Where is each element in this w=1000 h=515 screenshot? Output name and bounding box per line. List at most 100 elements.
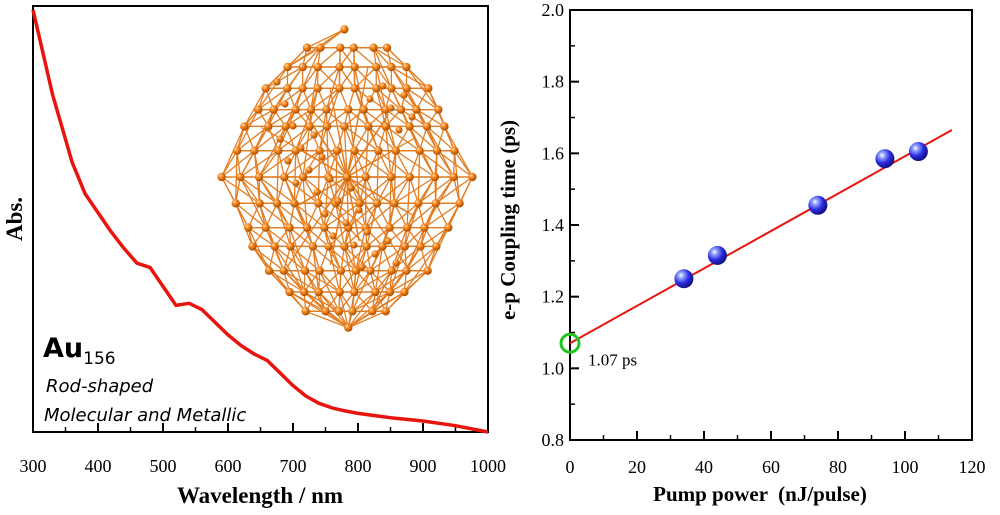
cluster-bond (327, 150, 338, 178)
cluster-bond (424, 202, 460, 229)
cluster-atom (372, 199, 382, 208)
cluster-atom (402, 266, 411, 275)
cluster-bond (369, 270, 391, 293)
cluster-bond (295, 87, 319, 111)
annotation-line2: Molecular and Metallic (44, 405, 246, 426)
cluster-bond (416, 109, 445, 127)
cluster-bond (236, 125, 269, 152)
cluster-bond (405, 245, 437, 272)
cluster-atom (455, 199, 464, 208)
cluster-bond (258, 150, 279, 178)
cluster-atom (405, 172, 414, 182)
right-x-tick-label: 100 (892, 457, 919, 477)
cluster-atom (402, 84, 411, 93)
cluster-bond (369, 246, 384, 271)
cluster-bond (319, 270, 340, 312)
data-point (875, 149, 895, 169)
coupling-panel: 0 20 40 60 80 100 120 0.8 1.0 1.2 1.4 1.6 1.8 2.0 1.… (496, 0, 986, 506)
cluster-bond (335, 203, 346, 247)
left-x-tick-labels: 300 400 500 600 700 800 900 1000 (20, 456, 507, 476)
cluster-atom (334, 197, 342, 205)
cluster-atom (422, 122, 432, 131)
cluster-bond (312, 246, 320, 293)
right-y-tick-label: 2.0 (542, 0, 565, 20)
cluster-bond (339, 291, 349, 328)
cluster-atom (300, 266, 310, 275)
cluster-atom (432, 242, 441, 251)
cluster-atom (351, 266, 360, 275)
cluster-atom (344, 105, 353, 114)
cluster-bond (419, 150, 436, 178)
cluster-atom (269, 105, 278, 114)
cluster-atom (285, 223, 294, 232)
cluster-atom (308, 242, 317, 251)
right-y-tick-label: 1.4 (542, 215, 565, 235)
cluster-bond (404, 227, 425, 247)
cluster-atom (298, 172, 308, 182)
data-point (707, 245, 727, 265)
cluster-bond (343, 246, 357, 271)
cluster-atom (298, 84, 307, 93)
right-y-axis-label: e-p Coupling time (ps) (496, 120, 520, 320)
right-x-tick-label: 80 (829, 457, 847, 477)
cluster-atom (273, 78, 281, 86)
cluster-bond (395, 150, 411, 178)
cluster-bond (403, 246, 437, 293)
cluster-atom (374, 146, 383, 155)
cluster-atom (381, 122, 390, 131)
cluster-bond (353, 150, 367, 178)
cluster-bond (393, 176, 411, 204)
right-x-tick-labels: 0 20 40 60 80 100 120 (566, 457, 986, 477)
cluster-bond (306, 28, 345, 49)
cluster-atom (408, 113, 416, 121)
cluster-bond (247, 227, 276, 247)
cluster-bond (352, 291, 391, 312)
cluster-bond (258, 176, 295, 204)
cluster-bond (377, 126, 387, 151)
data-point (674, 269, 694, 289)
cluster-bond (390, 150, 397, 178)
right-y-tick-label: 1.0 (542, 358, 565, 378)
cluster-atom (348, 307, 357, 316)
left-x-tick-label: 400 (85, 456, 112, 476)
cluster-atom (449, 172, 458, 182)
cluster-atom (347, 184, 355, 192)
cluster-bond (420, 227, 449, 247)
cluster-atom (385, 223, 394, 232)
cluster-atom (384, 237, 392, 245)
cluster-bond (406, 202, 437, 229)
cluster-atom (363, 228, 371, 236)
cluster-bond (389, 202, 419, 229)
cluster-atom (236, 172, 245, 182)
cluster-atom (232, 146, 242, 155)
cluster-atom (281, 100, 289, 108)
cluster-atom (355, 199, 364, 208)
cluster-bond (336, 126, 346, 151)
absorption-panel: 300 400 500 600 700 800 900 1000 Wavelength / n… (2, 5, 507, 508)
cluster-bond (267, 88, 288, 127)
cluster-bond (289, 291, 349, 329)
cluster-atom (231, 199, 240, 208)
left-x-ticks (32, 423, 489, 432)
cluster-bond (366, 227, 391, 247)
cluster-bond (419, 246, 429, 271)
cluster-bond (295, 150, 304, 178)
cluster-atom (291, 105, 300, 114)
cluster-bond (347, 227, 368, 247)
cluster-atom (359, 105, 368, 114)
cluster-bond (287, 47, 321, 68)
cluster-bond (293, 176, 304, 204)
cluster-atom (350, 287, 359, 297)
cluster-bond (221, 150, 255, 178)
cluster-atom (244, 223, 253, 232)
cluster-bond (265, 66, 289, 89)
annotation-line1: Rod-shaped (46, 376, 154, 397)
cluster-atom (336, 266, 346, 275)
cluster-atom (371, 250, 379, 258)
cluster-atom (305, 166, 313, 174)
cluster-atom (279, 266, 288, 275)
cluster-atom (392, 259, 400, 267)
cluster-bond (365, 203, 378, 228)
cluster-atom (315, 266, 324, 275)
cluster-atom (313, 84, 322, 93)
